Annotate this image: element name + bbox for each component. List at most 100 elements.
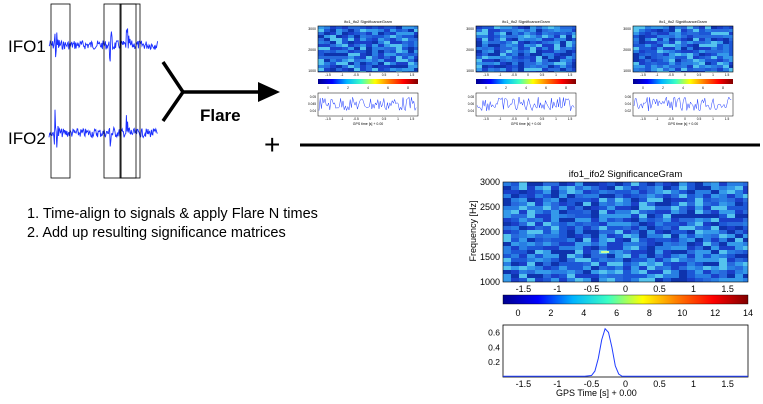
small-spectrogram-1-cell bbox=[366, 68, 372, 71]
small-spectrogram-3-cell bbox=[651, 56, 657, 59]
result-spectrogram-cell bbox=[503, 246, 511, 250]
result-spectrogram-cell bbox=[527, 206, 535, 210]
small-spectrogram-3-cell bbox=[711, 38, 717, 41]
result-spectrogram-cell bbox=[743, 222, 748, 226]
result-spectrogram-cell bbox=[639, 198, 647, 202]
result-spectrogram-cell bbox=[551, 194, 559, 198]
small-x-tick: -0.5 bbox=[668, 73, 674, 77]
small-spectrogram-1-cell bbox=[396, 38, 402, 41]
result-spectrogram-cell bbox=[711, 234, 719, 238]
result-spectrogram-cell bbox=[671, 234, 679, 238]
small-spectrogram-3-cell bbox=[639, 59, 645, 62]
small-spectrogram-2-cell bbox=[500, 53, 506, 56]
result-spectrogram-cell bbox=[583, 230, 591, 234]
small-freq-tick: 3000 bbox=[308, 27, 316, 31]
small-spectrogram-3-cell bbox=[723, 35, 729, 38]
result-spectrogram-cell bbox=[743, 242, 748, 246]
small-spectrogram-1-cell bbox=[318, 38, 324, 41]
small-spectrogram-2-cell bbox=[554, 26, 560, 29]
result-spectrogram-cell bbox=[519, 278, 527, 282]
small-spectrogram-3-cell bbox=[693, 26, 699, 29]
small-trace-frame-2 bbox=[475, 92, 577, 117]
result-spectrogram-cell bbox=[503, 234, 511, 238]
small-spectrogram-3-cell bbox=[633, 59, 639, 62]
small-x-tick: 1.5 bbox=[410, 73, 415, 77]
result-colorbar-tick: 2 bbox=[548, 308, 553, 318]
small-spectrogram-1-cell bbox=[324, 26, 330, 29]
result-spectrogram-cell bbox=[647, 190, 655, 194]
result-spectrogram-cell bbox=[671, 258, 679, 262]
small-trace-frame-1 bbox=[317, 92, 419, 117]
small-trace-xtick: 1 bbox=[712, 117, 714, 121]
small-spectrogram-3-cell bbox=[639, 41, 645, 44]
small-spectrogram-3-cell bbox=[705, 68, 711, 71]
result-spectrogram-cell bbox=[527, 278, 535, 282]
small-spectrogram-3-cell bbox=[705, 44, 711, 47]
result-spectrogram-cell bbox=[551, 182, 559, 186]
result-spectrogram-cell bbox=[647, 258, 655, 262]
small-spectrogram-3-cell bbox=[645, 50, 651, 53]
small-spectrogram-3-cell bbox=[669, 29, 675, 32]
result-spectrogram-cell bbox=[647, 234, 655, 238]
result-spectrogram-cell bbox=[695, 206, 703, 210]
small-spectrogram-1-cell bbox=[402, 29, 408, 32]
result-spectrogram-cell bbox=[727, 262, 735, 266]
result-spectrogram-cell bbox=[735, 198, 743, 202]
small-spectrogram-2-cell bbox=[506, 53, 512, 56]
small-spectrogram-1-cell bbox=[372, 41, 378, 44]
result-spectrogram-cell bbox=[671, 246, 679, 250]
small-spectrogram-2-cell bbox=[542, 35, 548, 38]
result-spectrogram-cell bbox=[511, 198, 519, 202]
small-spectrogram-1-cell bbox=[408, 71, 414, 72]
small-spectrogram-2-cell bbox=[488, 41, 494, 44]
result-spectrogram-cell bbox=[655, 230, 663, 234]
small-spectrogram-1-cell bbox=[354, 62, 360, 65]
small-spectrogram-2-cell bbox=[548, 35, 554, 38]
result-spectrogram-cell bbox=[615, 266, 623, 270]
small-spectrogram-3-cell bbox=[705, 59, 711, 62]
small-spectrogram-3-cell bbox=[687, 44, 693, 47]
result-spectrogram-cell bbox=[655, 238, 663, 242]
small-spectrogram-1-cell bbox=[396, 65, 402, 68]
small-cbar-tick: 2 bbox=[347, 86, 349, 90]
sum-y-tick: 0.2 bbox=[488, 357, 500, 367]
result-spectrogram-cell bbox=[639, 222, 647, 226]
result-spectrogram-cell bbox=[575, 206, 583, 210]
result-spectrogram-cell bbox=[719, 214, 727, 218]
small-spectrogram-3-cell bbox=[699, 47, 705, 50]
result-spectrogram-cell bbox=[711, 250, 719, 254]
small-cbar-tick: 2 bbox=[662, 86, 664, 90]
small-spectrogram-2-cell bbox=[518, 62, 524, 65]
small-trace-ytick: 0.02 bbox=[625, 109, 631, 113]
small-spectrogram-2-cell bbox=[488, 56, 494, 59]
result-spectrogram-cell bbox=[743, 262, 748, 266]
result-spectrogram-cell bbox=[735, 182, 743, 186]
result-spectrogram-cell bbox=[695, 222, 703, 226]
result-spectrogram-cell bbox=[551, 202, 559, 206]
small-spectrogram-2-cell bbox=[572, 32, 576, 35]
result-spectrogram-cell bbox=[679, 190, 687, 194]
small-spectrogram-2-cell bbox=[536, 62, 542, 65]
small-spectrogram-1-cell bbox=[360, 41, 366, 44]
result-spectrogram-cell bbox=[639, 230, 647, 234]
small-spectrogram-2-cell bbox=[476, 44, 482, 47]
small-spectrogram-2-cell bbox=[476, 26, 482, 29]
result-spectrogram-cell bbox=[711, 214, 719, 218]
result-spectrogram-cell bbox=[647, 222, 655, 226]
small-x-tick: 0 bbox=[527, 73, 529, 77]
result-spectrogram-cell bbox=[615, 250, 623, 254]
small-spectrogram-3-cell bbox=[699, 26, 705, 29]
small-spectrogram-2-cell bbox=[512, 44, 518, 47]
result-spectrogram-cell bbox=[623, 194, 631, 198]
small-spectrogram-3-cell bbox=[687, 59, 693, 62]
result-spectrogram-cell bbox=[535, 250, 543, 254]
small-spectrogram-1-cell bbox=[366, 62, 372, 65]
result-spectrogram-cell bbox=[543, 278, 551, 282]
small-spectrogram-2-cell bbox=[566, 38, 572, 41]
result-spectrogram-cell bbox=[647, 194, 655, 198]
small-spectrogram-1-cell bbox=[324, 44, 330, 47]
small-spectrogram-3-cell bbox=[651, 35, 657, 38]
small-spectrogram-3-cell bbox=[657, 47, 663, 50]
small-spectrogram-1-cell bbox=[318, 44, 324, 47]
result-spectrogram-cell bbox=[631, 210, 639, 214]
